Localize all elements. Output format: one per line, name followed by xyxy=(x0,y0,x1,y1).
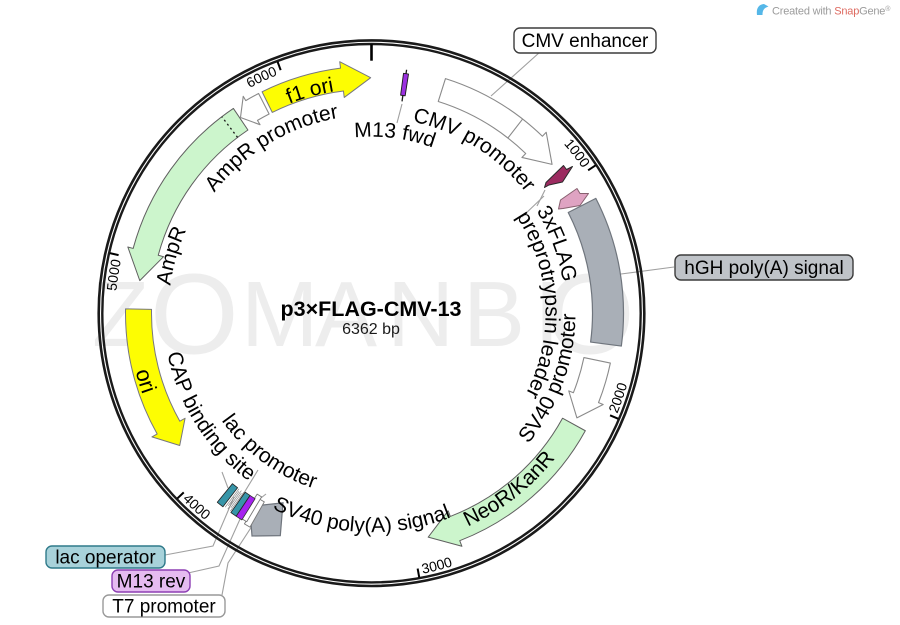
svg-text:N: N xyxy=(387,262,454,366)
svg-text:I: I xyxy=(534,262,560,366)
svg-text:CMV enhancer: CMV enhancer xyxy=(522,31,649,52)
svg-text:M13 rev: M13 rev xyxy=(117,572,186,593)
svg-text:T7 promoter: T7 promoter xyxy=(112,597,216,618)
svg-text:A: A xyxy=(315,262,377,366)
svg-text:O: O xyxy=(150,252,239,379)
svg-text:p3×FLAG-CMV-13: p3×FLAG-CMV-13 xyxy=(281,297,462,321)
svg-text:B: B xyxy=(463,262,525,366)
svg-text:6362 bp: 6362 bp xyxy=(342,321,400,338)
svg-text:Created with SnapGene®: Created with SnapGene® xyxy=(772,5,891,18)
svg-text:3000: 3000 xyxy=(420,553,454,576)
svg-text:hGH poly(A) signal: hGH poly(A) signal xyxy=(684,258,843,279)
svg-text:lac operator: lac operator xyxy=(55,548,156,569)
svg-text:M: M xyxy=(241,262,318,366)
